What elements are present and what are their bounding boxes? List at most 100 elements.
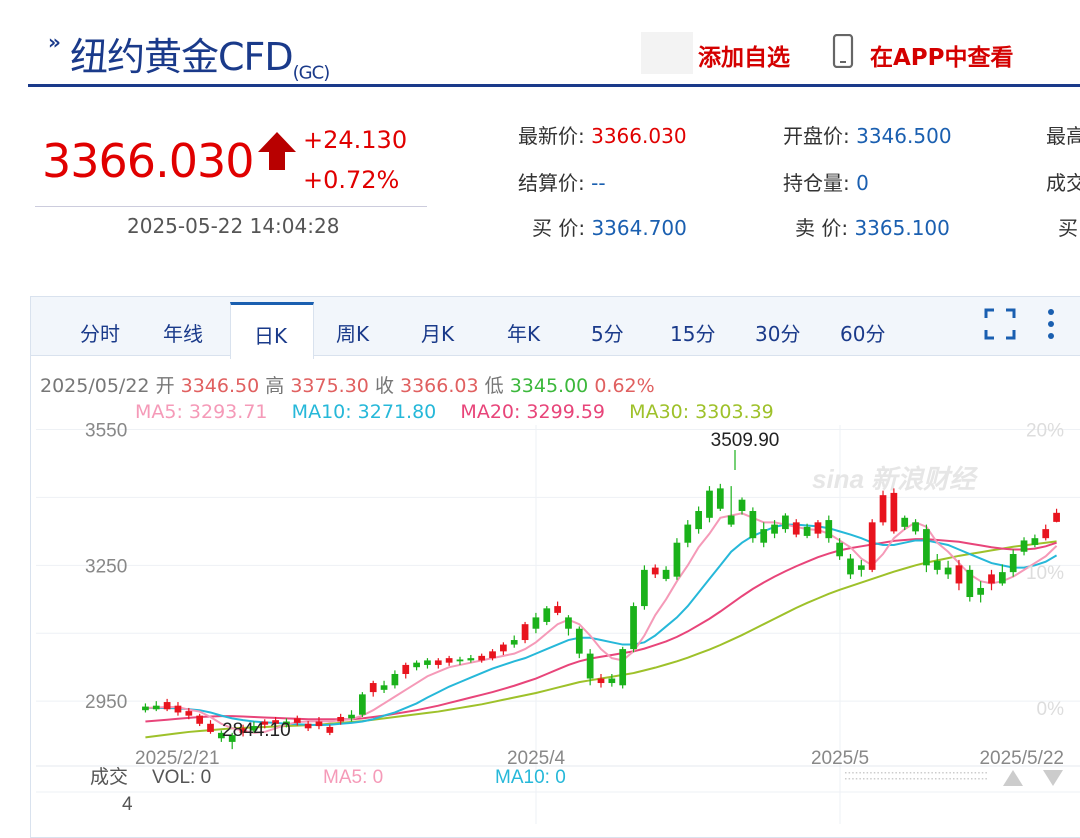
scroll-dot: [938, 778, 941, 780]
scroll-dot: [888, 772, 890, 774]
title-chevron-icon: »: [48, 30, 61, 54]
candle: [380, 685, 388, 690]
ma30-legend: MA30: 3303.39: [629, 401, 774, 423]
candle: [424, 660, 431, 665]
ma-lines: [145, 512, 1058, 739]
y-tick-label: 2950: [85, 692, 127, 713]
scroll-dot: [953, 772, 955, 774]
candle: [782, 515, 789, 530]
quote-field-volume: 成交: [1046, 171, 1080, 195]
ohlc-high: 3375.30: [290, 375, 369, 397]
tab-60min[interactable]: 60分: [840, 322, 886, 346]
ohlc-date: 2025/05/22: [40, 375, 150, 397]
scroll-dot: [985, 778, 987, 780]
scroll-dot: [863, 778, 865, 780]
scroll-dot: [899, 772, 901, 774]
scroll-dot: [974, 772, 977, 774]
candle: [933, 560, 941, 570]
scroll-dot: [931, 778, 933, 780]
header-divider: [28, 84, 1080, 87]
chart-grid: [36, 425, 1080, 824]
tab-30min[interactable]: 30分: [755, 322, 801, 346]
scroll-dot: [917, 772, 919, 774]
candle: [803, 526, 811, 536]
max-price-label: 3509.90: [711, 430, 780, 451]
tab-yearline[interactable]: 年线: [163, 322, 203, 346]
candle: [890, 492, 898, 532]
candle: [847, 558, 854, 575]
scroll-dot: [855, 778, 858, 780]
candle: [641, 569, 648, 607]
view-in-app-button[interactable]: 在APP中查看: [870, 45, 1014, 71]
tab-daily-k[interactable]: 日K: [254, 324, 288, 348]
candle: [434, 660, 442, 665]
add-watchlist-button[interactable]: 添加自选: [698, 45, 790, 71]
scroll-dot: [985, 772, 987, 774]
ma5-legend: MA5: 3293.71: [135, 401, 268, 423]
candle: [684, 524, 692, 543]
candle: [792, 522, 800, 535]
candle: [239, 728, 247, 733]
price-change-percent: +0.72%: [303, 166, 400, 194]
scroll-dot: [956, 778, 959, 780]
tab-intraday[interactable]: 分时: [80, 322, 120, 346]
scroll-dot: [942, 778, 944, 780]
ma10-legend: MA10: 3271.80: [291, 401, 437, 423]
scroll-dot: [873, 772, 876, 774]
tab-yearly-k[interactable]: 年K: [507, 322, 541, 346]
scroll-dot: [927, 778, 930, 780]
page-title: 纽约黄金CFD(GC): [70, 26, 331, 84]
scroll-dot: [956, 772, 959, 774]
scroll-dot: [866, 772, 869, 774]
quote-field-open: 开盘价: 3346.500: [783, 124, 952, 148]
candle: [456, 659, 464, 662]
candles: [142, 483, 1060, 750]
scroll-dot: [953, 778, 955, 780]
tab-5min[interactable]: 5分: [591, 322, 624, 346]
scroll-dot: [855, 772, 858, 774]
candle: [868, 522, 876, 570]
candle: [651, 567, 659, 575]
candle: [565, 617, 572, 629]
scroll-dot: [917, 778, 919, 780]
scroll-dot: [935, 778, 937, 780]
candle: [359, 694, 366, 715]
ohlc-readout: 2025/05/22 开 3346.50 高 3375.30 收 3366.03…: [40, 375, 655, 397]
scroll-dot: [884, 778, 887, 780]
title-code: (GC): [292, 62, 331, 84]
scroll-dot: [971, 778, 973, 780]
candle: [315, 721, 323, 727]
scroll-dot: [949, 772, 951, 774]
candle: [727, 515, 735, 525]
tab-15min[interactable]: 15分: [670, 322, 716, 346]
candle: [521, 624, 529, 641]
scroll-dot: [891, 778, 894, 780]
scroll-dot: [920, 778, 923, 780]
candle: [543, 608, 551, 622]
candle: [489, 651, 496, 659]
candle: [348, 714, 355, 719]
x-tick-label: 2025/2/21: [135, 748, 220, 769]
tab-weekly-k[interactable]: 周K: [336, 322, 370, 346]
candle: [825, 520, 833, 539]
quote-field-high: 最高: [1046, 124, 1080, 148]
candle: [836, 542, 843, 557]
candle: [575, 628, 583, 654]
candle: [944, 567, 952, 575]
scroll-dot: [902, 778, 905, 780]
up-arrow-icon: [258, 132, 296, 170]
ohlc-close: 3366.03: [400, 375, 479, 397]
scroll-dot: [895, 772, 897, 774]
candle: [152, 705, 160, 710]
scroll-dot: [967, 778, 969, 780]
scroll-dot: [877, 778, 879, 780]
more-options-icon[interactable]: [1044, 307, 1058, 341]
min-price-label: 2844.10: [222, 720, 291, 741]
candle: [304, 723, 312, 729]
tab-monthly-k[interactable]: 月K: [421, 322, 455, 346]
fullscreen-icon[interactable]: [984, 308, 1016, 340]
candle: [597, 678, 605, 684]
candle: [912, 522, 919, 532]
scroll-dot: [848, 778, 851, 780]
